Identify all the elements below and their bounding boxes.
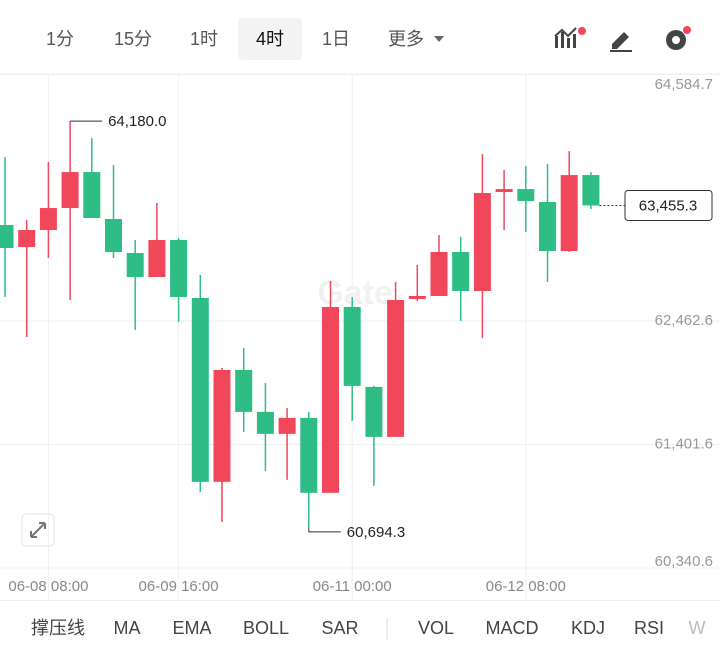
candle-body bbox=[126, 253, 144, 277]
indicator-tab[interactable]: W bbox=[689, 618, 706, 638]
timeframe-tab[interactable]: 15分 bbox=[114, 29, 152, 49]
candle-body bbox=[473, 193, 491, 291]
candle-body bbox=[213, 369, 231, 482]
indicator-tab[interactable]: RSI bbox=[634, 618, 664, 638]
more-arrow[interactable] bbox=[434, 36, 444, 42]
candle-body bbox=[170, 240, 188, 297]
candle-body bbox=[256, 411, 274, 434]
candle-body bbox=[517, 189, 535, 202]
candle-body bbox=[452, 252, 470, 291]
candle-body bbox=[61, 172, 79, 209]
candle-body bbox=[539, 202, 556, 252]
x-tick-label: 06-12 08:00 bbox=[486, 578, 566, 595]
y-tick-label: 61,401.6 bbox=[655, 435, 713, 452]
settings-icon[interactable] bbox=[666, 26, 691, 50]
candle-body bbox=[560, 175, 578, 252]
candle-body bbox=[0, 225, 14, 249]
candle-body bbox=[148, 240, 166, 277]
candle-body bbox=[300, 417, 318, 493]
candle-body bbox=[365, 386, 383, 437]
annotation-line bbox=[308, 526, 341, 533]
x-tick-label: 06-09 16:00 bbox=[139, 578, 219, 595]
indicator-tab[interactable]: MA bbox=[114, 618, 141, 638]
y-tick-label: 62,462.6 bbox=[655, 312, 713, 329]
annotation-label: 64,180.0 bbox=[108, 113, 166, 130]
indicator-tab[interactable]: KDJ bbox=[571, 618, 605, 638]
y-tick-label: 64,584.7 bbox=[655, 76, 713, 93]
draw-icon[interactable] bbox=[610, 32, 632, 52]
candle-body bbox=[39, 208, 57, 231]
candle-body bbox=[235, 369, 253, 412]
indicator-tab[interactable]: MACD bbox=[486, 618, 539, 638]
indicator-tab[interactable]: EMA bbox=[172, 618, 211, 638]
last-price-label: 63,455.3 bbox=[639, 197, 697, 214]
candle-body bbox=[495, 189, 513, 193]
indicator-tab[interactable]: VOL bbox=[418, 618, 454, 638]
candle-body bbox=[105, 219, 122, 253]
timeframe-tab[interactable]: 更多 bbox=[388, 29, 424, 49]
timeframe-tab[interactable]: 1时 bbox=[190, 29, 218, 49]
last-price-box bbox=[624, 189, 713, 221]
timeframe-tab[interactable]: 1分 bbox=[46, 29, 74, 49]
indicator-tab[interactable]: 撑压线 bbox=[31, 618, 85, 638]
candle-body bbox=[278, 417, 296, 434]
candle-body bbox=[582, 175, 600, 206]
candle-body bbox=[387, 299, 405, 437]
candle-body bbox=[430, 252, 448, 296]
x-tick-label: 06-08 08:00 bbox=[8, 578, 88, 595]
x-tick-label: 06-11 00:00 bbox=[313, 578, 392, 595]
y-tick-label: 60,340.6 bbox=[655, 553, 713, 570]
timeframe-tab[interactable]: 4时 bbox=[256, 29, 284, 49]
indicator-tab[interactable]: BOLL bbox=[243, 618, 289, 638]
watermark: Gate bbox=[317, 274, 393, 312]
candle-body bbox=[18, 230, 36, 248]
candle-body bbox=[343, 306, 361, 386]
annotation-label: 60,694.3 bbox=[347, 524, 405, 541]
candle-body bbox=[408, 295, 426, 299]
candle-body bbox=[191, 297, 209, 482]
candle-body bbox=[322, 306, 339, 493]
indicator-icon[interactable] bbox=[554, 27, 586, 48]
expand-button[interactable] bbox=[21, 513, 55, 547]
tab-highlight bbox=[238, 18, 302, 60]
candle-body bbox=[83, 172, 101, 219]
timeframe-tab[interactable]: 1日 bbox=[322, 29, 350, 49]
indicator-tab[interactable]: SAR bbox=[321, 618, 358, 638]
